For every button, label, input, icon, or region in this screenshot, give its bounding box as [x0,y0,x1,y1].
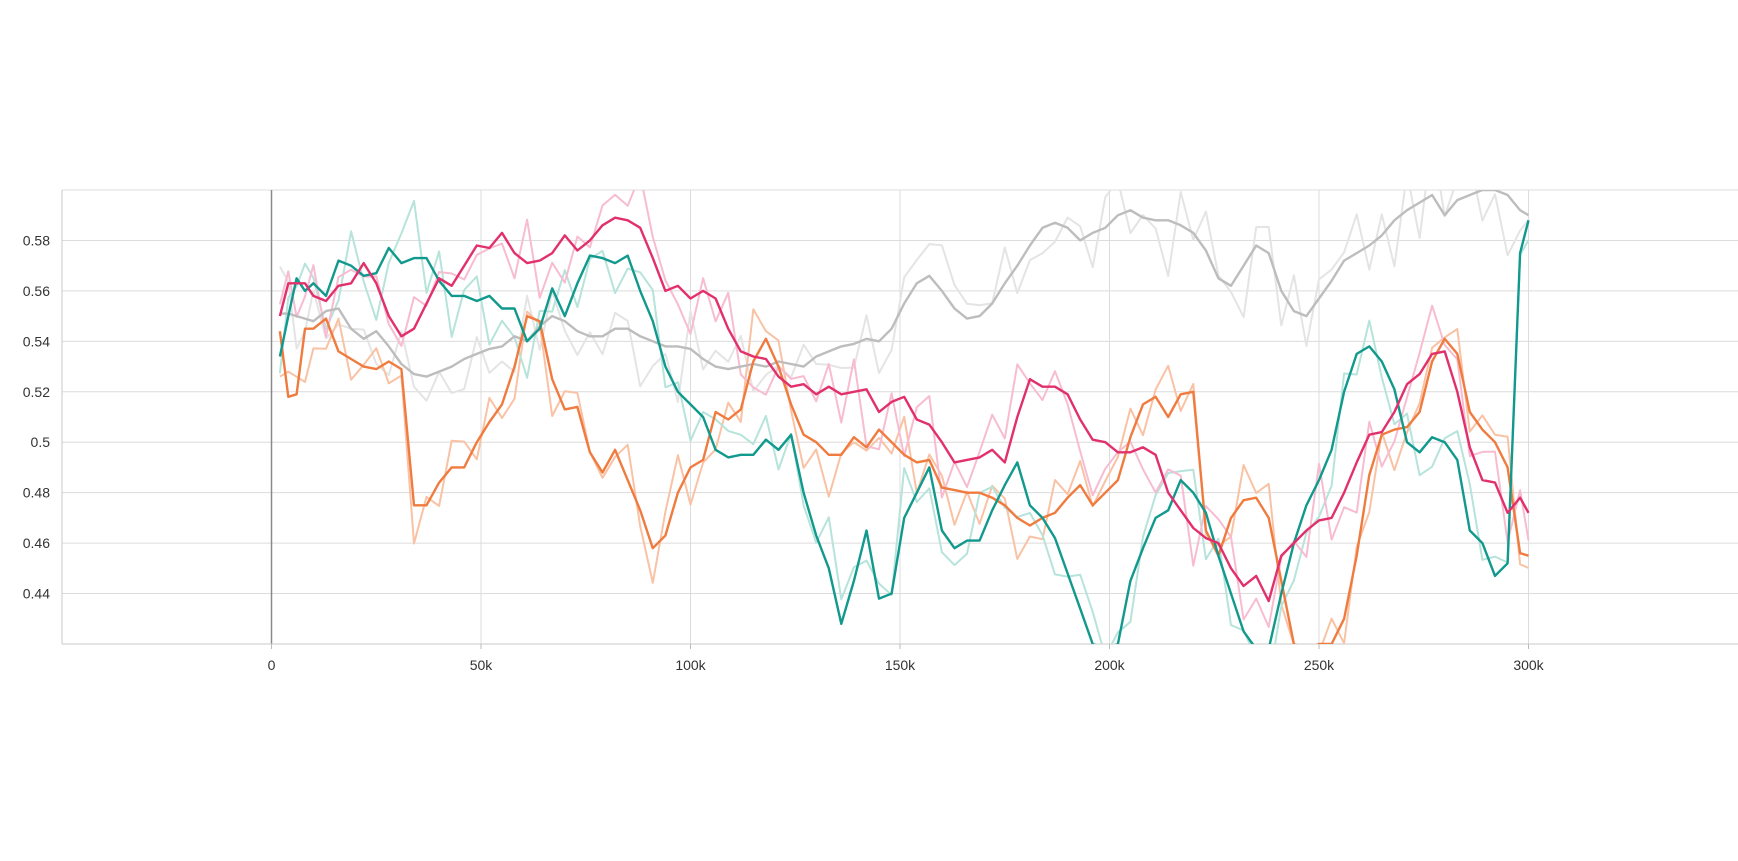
raw-series-line [278,199,1530,644]
y-tick-label: 0.5 [31,434,51,450]
y-tick-label: 0.46 [23,535,50,551]
x-tick-labels: 0 50k 100k 150k 200k 250k 300k [268,657,1545,673]
y-tick-label: 0.44 [23,586,50,602]
y-tick-label: 0.56 [23,283,50,299]
x-tick-label: 150k [885,657,916,673]
x-tick-label: 200k [1094,657,1125,673]
y-tick-label: 0.58 [23,232,50,248]
y-tick-label: 0.48 [23,485,50,501]
series-line [279,190,1530,378]
series-line [278,220,1530,644]
y-tick-label: 0.54 [23,333,50,349]
x-tick-label: 250k [1304,657,1335,673]
series-line [278,314,1529,644]
x-tick-label: 0 [268,657,276,673]
axes [61,190,1738,649]
x-tick-label: 300k [1513,657,1544,673]
y-tick-label: 0.52 [23,384,50,400]
y-tick-labels: 0.44 0.46 0.48 0.5 0.52 0.54 0.56 0.58 [23,232,50,601]
raw-series-line [279,190,1530,403]
series-line [278,216,1530,603]
grid-lines [62,189,1738,644]
x-tick-label: 50k [470,657,494,673]
x-tick-label: 100k [675,657,706,673]
smoothed-series-lines [278,190,1530,644]
raw-series-line [279,308,1529,644]
